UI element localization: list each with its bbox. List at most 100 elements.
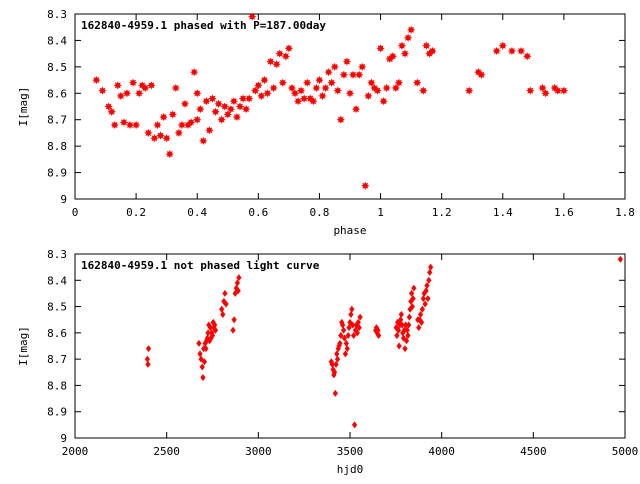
- data-point: [477, 70, 486, 79]
- data-point: [209, 331, 216, 339]
- data-point: [168, 110, 177, 119]
- x-axis-label: phase: [333, 224, 366, 237]
- data-point: [145, 345, 152, 353]
- data-point: [364, 91, 373, 101]
- data-point: [110, 120, 119, 130]
- data-point: [409, 303, 415, 311]
- data-point: [190, 67, 199, 77]
- data-point: [426, 276, 432, 284]
- data-point: [400, 334, 407, 342]
- y-tick-label: 8.5: [47, 301, 67, 314]
- data-point: [617, 255, 624, 263]
- data-point: [403, 33, 413, 42]
- data-point: [202, 97, 211, 106]
- data-point: [428, 263, 434, 271]
- data-point: [346, 324, 352, 332]
- data-point: [199, 136, 208, 146]
- x-tick-label: 3500: [337, 445, 364, 458]
- x-tick-label: 0.2: [126, 206, 146, 219]
- data-point: [419, 305, 426, 313]
- data-point: [405, 331, 411, 339]
- data-point: [236, 274, 242, 282]
- data-point: [205, 329, 211, 337]
- data-point: [348, 70, 358, 79]
- data-point: [254, 81, 263, 90]
- data-point: [141, 83, 150, 93]
- data-point: [403, 337, 410, 345]
- data-point: [222, 289, 228, 297]
- data-point: [420, 295, 426, 303]
- y-tick-label: 8.6: [47, 87, 67, 100]
- data-point: [193, 115, 202, 124]
- data-point: [340, 326, 347, 334]
- data-point: [344, 345, 350, 353]
- data-point: [351, 421, 358, 429]
- data-point: [423, 287, 429, 295]
- data-point: [131, 120, 141, 130]
- x-tick-label: 5000: [612, 445, 639, 458]
- y-tick-label: 8.3: [47, 8, 67, 21]
- data-point: [147, 81, 156, 90]
- data-point: [341, 334, 348, 342]
- data-point: [135, 89, 144, 98]
- data-point: [398, 310, 404, 318]
- data-point: [309, 97, 318, 106]
- y-tick-label: 8.9: [47, 167, 67, 180]
- data-point: [174, 128, 184, 138]
- data-point: [416, 324, 422, 332]
- data-point: [382, 83, 391, 93]
- data-point: [351, 331, 357, 339]
- data-point: [541, 89, 550, 98]
- x-tick-label: 0.8: [310, 206, 330, 219]
- y-tick-label: 8.4: [47, 274, 67, 287]
- data-point: [220, 102, 229, 111]
- x-tick-label: 3000: [245, 445, 272, 458]
- data-point: [358, 62, 367, 72]
- data-point: [334, 355, 341, 363]
- data-point: [413, 78, 422, 87]
- data-point: [492, 46, 501, 56]
- data-point: [425, 295, 431, 303]
- data-point: [361, 181, 370, 190]
- y-axis-label: I[mag]: [17, 326, 30, 366]
- data-point: [208, 94, 217, 103]
- data-point: [150, 134, 159, 143]
- data-point: [125, 120, 135, 130]
- data-point: [312, 83, 321, 93]
- data-point: [324, 67, 333, 77]
- data-point: [342, 350, 349, 358]
- data-point: [180, 99, 190, 109]
- data-point: [397, 316, 404, 324]
- x-tick-label: 0: [72, 206, 79, 219]
- data-point: [238, 94, 248, 103]
- data-point: [122, 89, 132, 98]
- data-point: [406, 321, 412, 329]
- data-point: [116, 91, 125, 101]
- data-point: [113, 81, 122, 90]
- x-tick-label: 0.4: [187, 206, 207, 219]
- y-tick-label: 8.7: [47, 353, 67, 366]
- data-point: [321, 83, 330, 93]
- plot-frame-1: [74, 13, 626, 200]
- data-point: [345, 331, 351, 339]
- data-point: [165, 149, 174, 159]
- data-point: [220, 310, 226, 318]
- data-point: [235, 287, 241, 295]
- data-point: [193, 89, 202, 98]
- y-tick-label: 8.6: [47, 327, 67, 340]
- data-point: [205, 126, 214, 135]
- data-point: [342, 57, 352, 66]
- data-point: [559, 86, 569, 95]
- data-point: [428, 46, 437, 56]
- data-point: [538, 83, 547, 93]
- data-point: [287, 83, 297, 93]
- data-point: [281, 52, 290, 61]
- data-point: [303, 78, 312, 87]
- data-point: [356, 324, 362, 332]
- data-point: [395, 326, 402, 334]
- data-point: [418, 318, 425, 326]
- data-point: [345, 89, 355, 98]
- data-point: [245, 94, 254, 103]
- data-point: [162, 134, 171, 143]
